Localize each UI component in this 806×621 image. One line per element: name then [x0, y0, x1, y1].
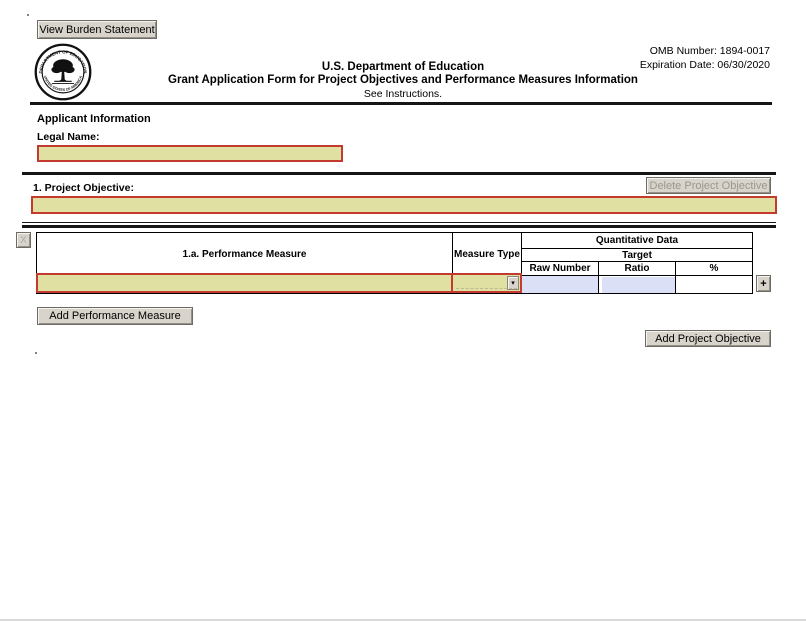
performance-measure-input[interactable]	[36, 273, 453, 293]
performance-measure-header: 1.a. Performance Measure	[36, 232, 453, 276]
raw-number-header: Raw Number	[521, 261, 599, 276]
raw-number-input[interactable]	[522, 276, 598, 293]
target-header: Target	[521, 248, 753, 262]
measure-type-dropdown-button[interactable]: ▾	[507, 276, 519, 290]
delete-measure-row-button[interactable]: X	[16, 232, 31, 248]
delete-project-objective-button[interactable]: Delete Project Objective	[646, 177, 771, 194]
legal-name-label: Legal Name:	[37, 131, 100, 143]
form-title: Grant Application Form for Project Objec…	[168, 74, 638, 86]
applicant-information-heading: Applicant Information	[37, 113, 151, 125]
divider-thin	[22, 222, 776, 223]
add-measure-row-button[interactable]: +	[756, 275, 771, 292]
department-of-education-seal-icon: DEPARTMENT OF EDUCATION UNITED STATES OF…	[34, 43, 92, 101]
quantitative-data-header: Quantitative Data	[521, 232, 753, 249]
see-instructions: See Instructions.	[363, 88, 443, 100]
percent-input[interactable]	[676, 276, 752, 293]
seal-tree-icon	[51, 59, 75, 85]
divider-thick	[22, 225, 776, 228]
add-performance-measure-button[interactable]: Add Performance Measure	[37, 307, 193, 325]
raw-number-cell[interactable]	[521, 275, 599, 294]
section-rule	[22, 172, 776, 175]
measure-type-combobox[interactable]: ▾	[451, 273, 522, 293]
ratio-header: Ratio	[598, 261, 676, 276]
percent-header: %	[675, 261, 753, 276]
stray-dot-top	[27, 14, 29, 16]
project-objective-label: 1. Project Objective:	[33, 182, 134, 194]
ratio-numerator-input[interactable]	[602, 276, 675, 293]
stray-dot-bottom	[35, 352, 37, 354]
header-rule	[30, 102, 772, 105]
ratio-cell: /	[598, 275, 676, 294]
omb-number: OMB Number: 1894-0017	[649, 45, 770, 57]
agency-title: U.S. Department of Education	[321, 61, 485, 73]
measure-type-header: Measure Type	[452, 232, 522, 276]
legal-name-input[interactable]	[37, 145, 343, 162]
chevron-down-icon: ▾	[511, 279, 515, 287]
project-objective-input[interactable]	[31, 196, 777, 214]
expiration-date: Expiration Date: 06/30/2020	[639, 59, 770, 71]
window-bottom-edge	[0, 619, 806, 621]
percent-cell[interactable]	[675, 275, 753, 294]
view-burden-statement-button[interactable]: View Burden Statement	[37, 20, 157, 39]
add-project-objective-button[interactable]: Add Project Objective	[645, 330, 771, 347]
